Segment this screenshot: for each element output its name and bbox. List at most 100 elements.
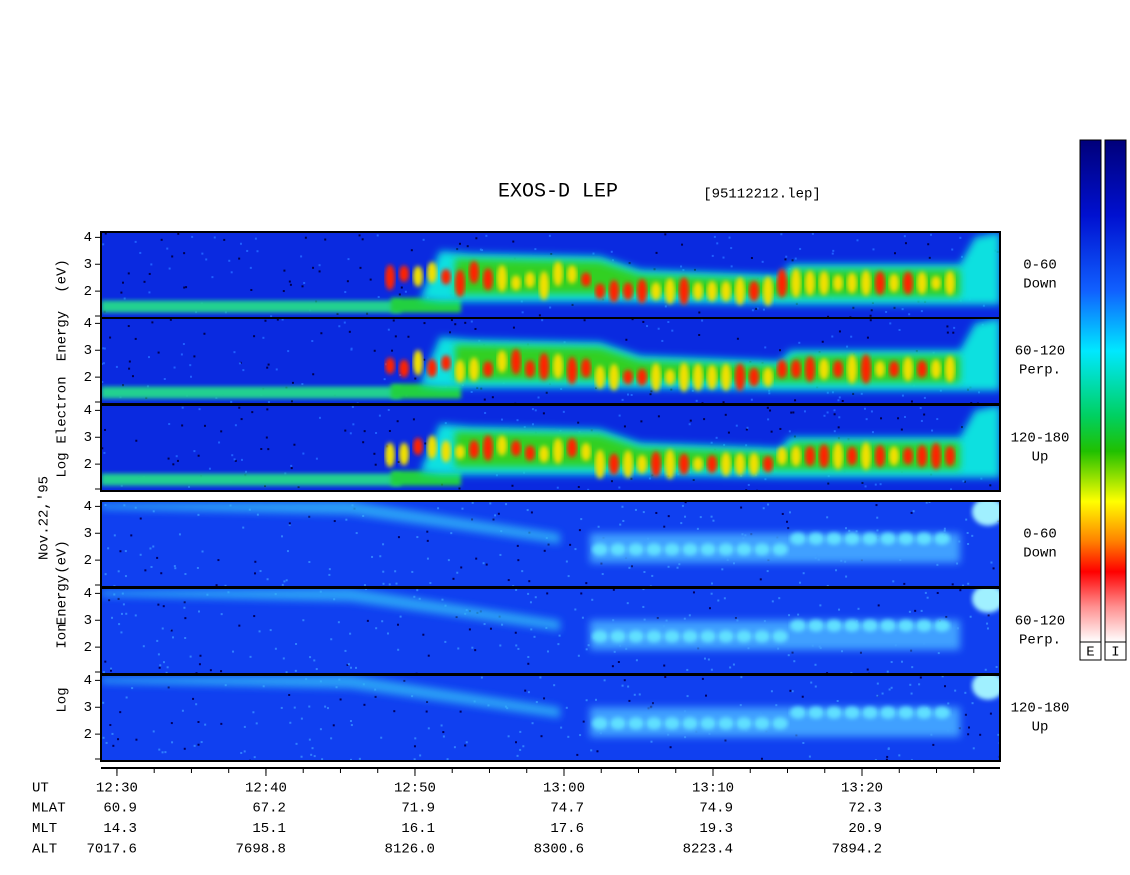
spectrogram-texture — [788, 511, 791, 514]
spectrogram-texture — [693, 363, 703, 391]
spectrogram-texture — [380, 736, 383, 739]
spectrogram-texture — [833, 274, 843, 292]
spectrogram-texture — [427, 727, 430, 730]
spectrogram-texture — [483, 268, 493, 291]
spectrogram-texture — [736, 717, 752, 730]
spectrogram-texture — [826, 411, 829, 414]
spectrogram-texture — [794, 399, 797, 402]
spectrogram-texture — [511, 440, 521, 457]
spectrogram-texture — [764, 346, 767, 349]
spectrogram-texture — [109, 724, 112, 727]
spectrogram-texture — [213, 236, 216, 239]
spectrogram-texture — [253, 615, 256, 618]
spectrogram-texture — [628, 699, 631, 702]
spectrogram-texture — [264, 319, 267, 322]
spectrogram-texture — [507, 579, 510, 582]
spectrogram-texture — [131, 375, 134, 378]
spectrogram-texture — [651, 451, 661, 477]
spectrogram-texture — [191, 235, 194, 238]
spectrogram-texture — [838, 396, 841, 399]
ephemeris-value: 8300.6 — [534, 842, 584, 858]
spectrogram-texture — [361, 238, 364, 241]
spectrogram-texture — [256, 513, 259, 516]
spectrogram-texture — [139, 517, 142, 520]
spectrogram-texture — [134, 337, 137, 340]
y-tick-label: 4 — [84, 586, 92, 602]
spectrogram-texture — [889, 446, 899, 466]
spectrogram-texture — [562, 410, 565, 413]
spectrogram-texture — [837, 399, 840, 402]
spectrogram-texture — [102, 701, 105, 704]
spectrogram-texture — [708, 607, 711, 610]
ephemeris-value: 20.9 — [848, 821, 882, 837]
spectrogram-texture — [609, 453, 619, 475]
spectrogram-texture — [200, 741, 203, 744]
spectrogram-texture — [189, 655, 192, 658]
spectrogram-texture — [131, 687, 134, 690]
spectrogram-texture — [667, 565, 670, 568]
spectrogram-texture — [684, 515, 687, 518]
spectrogram-texture — [426, 539, 429, 542]
spectrogram-texture — [581, 272, 591, 287]
spectrogram-texture — [120, 291, 123, 294]
spectrogram-texture — [754, 717, 770, 730]
spectrogram-texture — [612, 588, 615, 591]
spectrogram-texture — [667, 515, 670, 518]
spectrogram-texture — [511, 484, 514, 487]
spectrogram-texture — [696, 527, 699, 530]
y-tick-label: 2 — [84, 553, 92, 569]
spectrogram-texture — [577, 421, 580, 424]
spectrogram-texture — [594, 387, 597, 390]
spectrogram-texture — [330, 737, 333, 740]
spectrogram-texture — [663, 664, 666, 667]
spectrogram-texture — [916, 619, 932, 632]
spectrogram-texture — [228, 259, 231, 262]
spectrogram-texture — [413, 266, 423, 287]
spectrogram-texture — [623, 369, 633, 385]
spectrogram-texture — [787, 654, 790, 657]
spectrogram-texture — [556, 486, 559, 489]
spectrogram-texture — [927, 243, 930, 246]
spectrogram-texture — [512, 326, 515, 329]
spectrogram-texture — [941, 675, 944, 678]
spectrogram-texture — [475, 237, 478, 240]
spectrogram-texture — [898, 619, 914, 632]
spectrogram-texture — [427, 359, 437, 378]
spectrogram-texture — [258, 630, 261, 633]
spectrogram-texture — [238, 257, 241, 260]
spectrogram-texture — [497, 264, 507, 293]
spectrogram-texture — [577, 485, 580, 488]
spectrogram-texture — [104, 232, 107, 235]
spectrogram-texture — [700, 543, 716, 556]
spectrogram-texture — [167, 457, 170, 460]
spectrogram-texture — [497, 350, 507, 373]
spectrogram-texture — [238, 362, 241, 365]
spectrogram-texture — [251, 411, 254, 414]
spectrogram-texture — [844, 532, 860, 545]
spectrogram-texture — [426, 700, 429, 703]
spectrogram-texture — [102, 347, 105, 350]
spectrogram-texture — [928, 501, 931, 504]
color-bar-label: E — [1086, 645, 1094, 661]
spectrogram-texture — [308, 561, 311, 564]
spectrogram-texture — [398, 293, 401, 296]
spectrogram-texture — [548, 234, 551, 237]
spectrogram-texture — [115, 365, 118, 368]
panel-direction: Up — [1032, 720, 1049, 736]
spectrogram-texture — [790, 706, 806, 719]
spectrogram-texture — [893, 306, 896, 309]
spectrogram-texture — [646, 543, 662, 556]
spectrogram-texture — [808, 619, 824, 632]
spectrogram-texture — [188, 485, 191, 488]
spectrogram-texture — [355, 532, 358, 535]
color-bar-label: I — [1111, 645, 1119, 661]
spectrogram-texture — [101, 362, 104, 365]
spectrogram-texture — [780, 233, 783, 236]
spectrogram-texture — [349, 632, 352, 635]
spectrogram-texture — [264, 485, 267, 488]
spectrogram-texture — [119, 550, 122, 553]
spectrogram-texture — [592, 543, 608, 556]
spectrogram-texture — [679, 362, 689, 392]
spectrogram-texture — [684, 501, 687, 504]
spectrogram-texture — [585, 582, 588, 585]
